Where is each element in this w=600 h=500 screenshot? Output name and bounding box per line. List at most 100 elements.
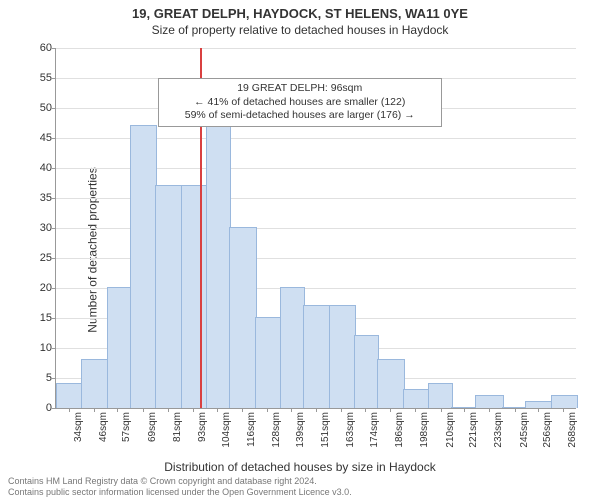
annotation-line-1: 19 GREAT DELPH: 96sqm xyxy=(165,82,435,96)
xtick-mark xyxy=(291,408,292,412)
ytick-label: 25 xyxy=(40,252,52,264)
ytick-mark xyxy=(52,138,56,139)
xtick-mark xyxy=(143,408,144,412)
histogram-bar xyxy=(229,227,256,408)
histogram-bar xyxy=(377,359,404,408)
ytick-label: 15 xyxy=(40,312,52,324)
histogram-bar xyxy=(107,287,132,408)
ytick-label: 55 xyxy=(40,72,52,84)
histogram-bar xyxy=(525,401,552,408)
ytick-label: 5 xyxy=(46,372,52,384)
xtick-label: 245sqm xyxy=(519,412,530,448)
ytick-mark xyxy=(52,198,56,199)
histogram-bar xyxy=(81,359,108,408)
histogram-bar xyxy=(206,125,231,408)
xtick-label: 233sqm xyxy=(493,412,504,448)
ytick-label: 60 xyxy=(40,42,52,54)
ytick-label: 20 xyxy=(40,282,52,294)
xtick-label: 163sqm xyxy=(345,412,356,448)
xtick-mark xyxy=(489,408,490,412)
ytick-mark xyxy=(52,48,56,49)
xtick-label: 81sqm xyxy=(172,412,183,442)
histogram-bar xyxy=(403,389,430,408)
ytick-mark xyxy=(52,168,56,169)
xtick-label: 46sqm xyxy=(98,412,109,442)
plot-area: 05101520253035404550556034sqm46sqm57sqm6… xyxy=(55,48,576,409)
ytick-label: 10 xyxy=(40,342,52,354)
annotation-line-2: ← 41% of detached houses are smaller (12… xyxy=(165,96,435,110)
ytick-mark xyxy=(52,288,56,289)
xtick-mark xyxy=(538,408,539,412)
xtick-label: 69sqm xyxy=(147,412,158,442)
chart-title-1: 19, GREAT DELPH, HAYDOCK, ST HELENS, WA1… xyxy=(0,0,600,21)
xtick-mark xyxy=(69,408,70,412)
xtick-mark xyxy=(415,408,416,412)
ytick-label: 30 xyxy=(40,222,52,234)
xtick-mark xyxy=(515,408,516,412)
ytick-label: 40 xyxy=(40,162,52,174)
xtick-label: 151sqm xyxy=(320,412,331,448)
xtick-mark xyxy=(193,408,194,412)
xtick-label: 174sqm xyxy=(369,412,380,448)
xtick-mark xyxy=(94,408,95,412)
footer-text: Contains HM Land Registry data © Crown c… xyxy=(8,476,352,498)
xtick-label: 198sqm xyxy=(419,412,430,448)
histogram-bar xyxy=(255,317,282,408)
x-axis-label: Distribution of detached houses by size … xyxy=(0,460,600,474)
histogram-bar xyxy=(428,383,453,408)
footer-line-2: Contains public sector information licen… xyxy=(8,487,352,498)
xtick-label: 116sqm xyxy=(246,412,257,447)
xtick-mark xyxy=(117,408,118,412)
histogram-bar xyxy=(475,395,504,408)
ytick-mark xyxy=(52,348,56,349)
xtick-label: 268sqm xyxy=(567,412,578,448)
ytick-mark xyxy=(52,228,56,229)
histogram-bar xyxy=(56,383,83,408)
xtick-label: 93sqm xyxy=(197,412,208,442)
histogram-bar xyxy=(280,287,305,408)
xtick-label: 186sqm xyxy=(394,412,405,448)
histogram-bar xyxy=(303,305,330,408)
xtick-mark xyxy=(168,408,169,412)
footer-line-1: Contains HM Land Registry data © Crown c… xyxy=(8,476,352,487)
xtick-label: 221sqm xyxy=(468,412,479,448)
ytick-mark xyxy=(52,378,56,379)
histogram-bar xyxy=(181,185,208,408)
ytick-mark xyxy=(52,108,56,109)
histogram-bar xyxy=(329,305,356,408)
histogram-bar xyxy=(130,125,157,408)
xtick-mark xyxy=(464,408,465,412)
ytick-mark xyxy=(52,318,56,319)
ytick-mark xyxy=(52,408,56,409)
ytick-label: 0 xyxy=(46,402,52,414)
xtick-mark xyxy=(267,408,268,412)
chart-title-2: Size of property relative to detached ho… xyxy=(0,21,600,37)
xtick-mark xyxy=(217,408,218,412)
xtick-mark xyxy=(242,408,243,412)
histogram-bar xyxy=(354,335,379,408)
annotation-box: 19 GREAT DELPH: 96sqm ← 41% of detached … xyxy=(158,78,442,127)
xtick-label: 34sqm xyxy=(73,412,84,442)
ytick-label: 45 xyxy=(40,132,52,144)
xtick-label: 139sqm xyxy=(295,412,306,448)
ytick-label: 35 xyxy=(40,192,52,204)
chart-container: 19, GREAT DELPH, HAYDOCK, ST HELENS, WA1… xyxy=(0,0,600,500)
xtick-label: 210sqm xyxy=(445,412,456,448)
ytick-label: 50 xyxy=(40,102,52,114)
histogram-bar xyxy=(551,395,578,408)
xtick-mark xyxy=(441,408,442,412)
xtick-label: 128sqm xyxy=(271,412,282,448)
ytick-mark xyxy=(52,78,56,79)
xtick-label: 256sqm xyxy=(542,412,553,448)
histogram-bar xyxy=(155,185,182,408)
xtick-label: 57sqm xyxy=(121,412,132,442)
xtick-mark xyxy=(365,408,366,412)
gridline xyxy=(56,48,576,49)
xtick-mark xyxy=(563,408,564,412)
xtick-mark xyxy=(316,408,317,412)
annotation-line-3: 59% of semi-detached houses are larger (… xyxy=(165,109,435,123)
xtick-label: 104sqm xyxy=(221,412,232,448)
xtick-mark xyxy=(390,408,391,412)
ytick-mark xyxy=(52,258,56,259)
xtick-mark xyxy=(341,408,342,412)
